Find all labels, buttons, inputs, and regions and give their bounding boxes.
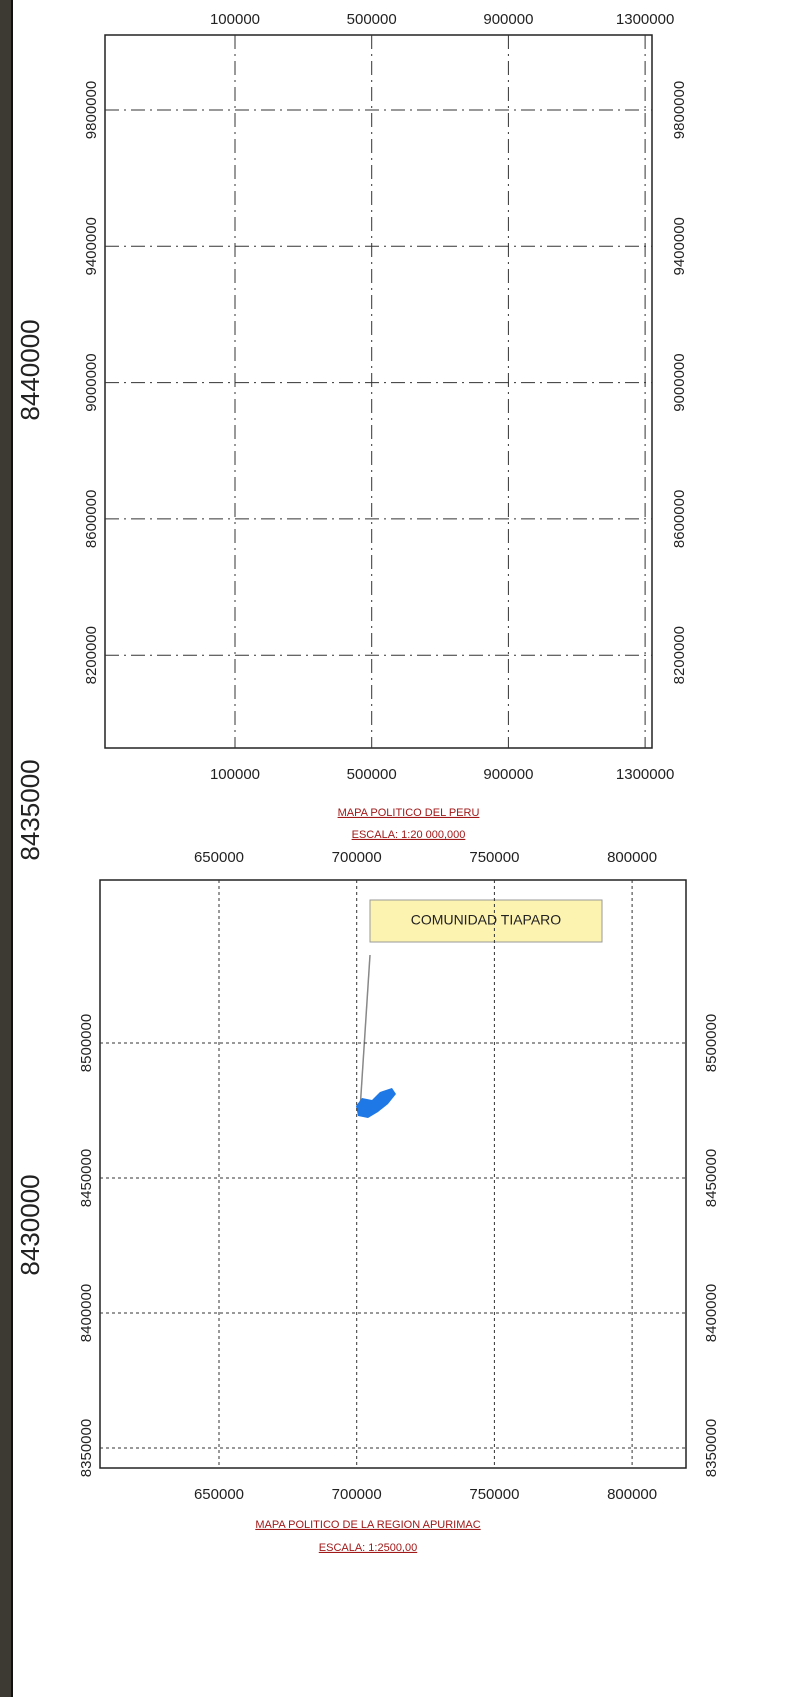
map-scale: ESCALA: 1:2500,00 [319,1542,417,1554]
x-tick-label: 650000 [194,849,244,866]
x-tick-label: 800000 [607,1486,657,1503]
map-frame [100,880,686,1468]
map-scale: ESCALA: 1:20 000,000 [352,829,466,841]
y-tick-label: 8450000 [703,1149,720,1207]
page: {"side_coordinates": [8440000, 8435000, … [0,0,794,1697]
leader-line [360,955,370,1110]
x-tick-label: 900000 [483,766,533,783]
y-tick-label: 8450000 [78,1149,95,1207]
x-tick-label: 1300000 [616,766,674,783]
y-tick-label: 8200000 [83,626,100,684]
x-tick-label: 750000 [469,849,519,866]
side-image-edge [0,0,12,1697]
y-tick-label: 8200000 [671,626,688,684]
y-tick-label: 8600000 [671,490,688,548]
x-tick-label: 500000 [347,11,397,28]
side-coordinate: 8430000 [15,1174,45,1275]
y-tick-label: 8350000 [78,1419,95,1477]
x-tick-label: 100000 [210,11,260,28]
x-tick-label: 800000 [607,849,657,866]
x-tick-label: 700000 [332,849,382,866]
map-sheet: COMUNIDAD TIAPARO 8440000 8435000 8430000 1… [0,0,794,1697]
y-tick-label: 9800000 [671,81,688,139]
y-tick-label: 9000000 [83,353,100,411]
y-tick-label: 9800000 [83,81,100,139]
map-title: MAPA POLITICO DE LA REGION APURIMAC [255,1519,480,1531]
y-tick-label: 8400000 [703,1284,720,1342]
side-coordinate: 8435000 [15,759,45,860]
callout-label: COMUNIDAD TIAPARO [411,912,561,928]
x-tick-label: 700000 [332,1486,382,1503]
community-area [356,1088,396,1118]
x-tick-label: 900000 [483,11,533,28]
map-title: MAPA POLITICO DEL PERU [338,807,480,819]
x-tick-label: 750000 [469,1486,519,1503]
y-tick-label: 8500000 [703,1014,720,1072]
y-tick-label: 9000000 [671,353,688,411]
y-tick-label: 8500000 [78,1014,95,1072]
y-tick-label: 8600000 [83,490,100,548]
y-tick-label: 8400000 [78,1284,95,1342]
y-tick-label: 8350000 [703,1419,720,1477]
x-tick-label: 100000 [210,766,260,783]
x-tick-label: 650000 [194,1486,244,1503]
y-tick-label: 9400000 [671,217,688,275]
y-tick-label: 9400000 [83,217,100,275]
map-frame [105,35,652,748]
x-tick-label: 500000 [347,766,397,783]
x-tick-label: 1300000 [616,11,674,28]
side-coordinate: 8440000 [15,319,45,420]
